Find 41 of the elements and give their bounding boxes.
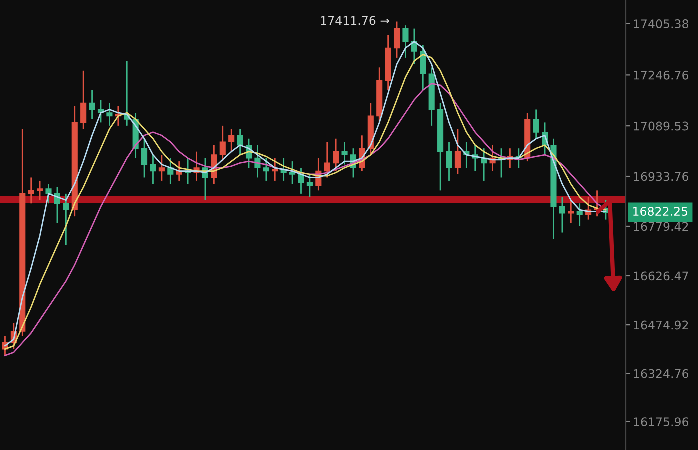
candlestick (80, 70, 87, 130)
candlestick (106, 102, 113, 127)
candlestick (228, 128, 235, 153)
candlestick (298, 167, 304, 195)
candlestick (220, 125, 226, 162)
candlestick (324, 141, 330, 178)
candlestick (559, 196, 566, 234)
candlestick (141, 138, 148, 178)
candlestick (272, 158, 278, 182)
candlestick (402, 24, 409, 59)
candlestick (158, 154, 165, 182)
candlestick (89, 90, 96, 120)
y-tick-label: 16474.92 (634, 320, 688, 330)
candlestick (420, 44, 426, 92)
candlestick (63, 193, 70, 246)
y-tick-label: 16779.42 (634, 222, 688, 232)
candlestick (446, 141, 452, 182)
candlestick (306, 174, 313, 198)
y-tick-label: 16626.47 (634, 272, 688, 281)
candlestick (454, 128, 461, 176)
y-tick-label: 16324.76 (634, 369, 689, 378)
candlestick (568, 200, 574, 224)
y-tick-label: 17246.76 (634, 70, 689, 80)
candlestick (237, 128, 244, 156)
candlestick (28, 177, 34, 204)
candlestick (150, 154, 156, 185)
candlestick (576, 202, 583, 227)
candlestick (37, 180, 44, 202)
candlestick (290, 160, 296, 185)
candlestick (46, 184, 52, 204)
y-tick-label: 16933.76 (634, 172, 689, 182)
candlestick (342, 141, 348, 166)
candlestick (533, 109, 540, 140)
candlestick (333, 138, 340, 172)
y-tick-label: 17405.38 (634, 20, 688, 28)
candlestick (263, 158, 270, 182)
y-tick-label: 16175.96 (634, 418, 689, 426)
annotation: 17411.76 → (321, 16, 390, 26)
text: 16822.25 (634, 207, 688, 216)
candlestick (394, 21, 400, 59)
y-tick-label: 17089.53 (634, 122, 688, 131)
